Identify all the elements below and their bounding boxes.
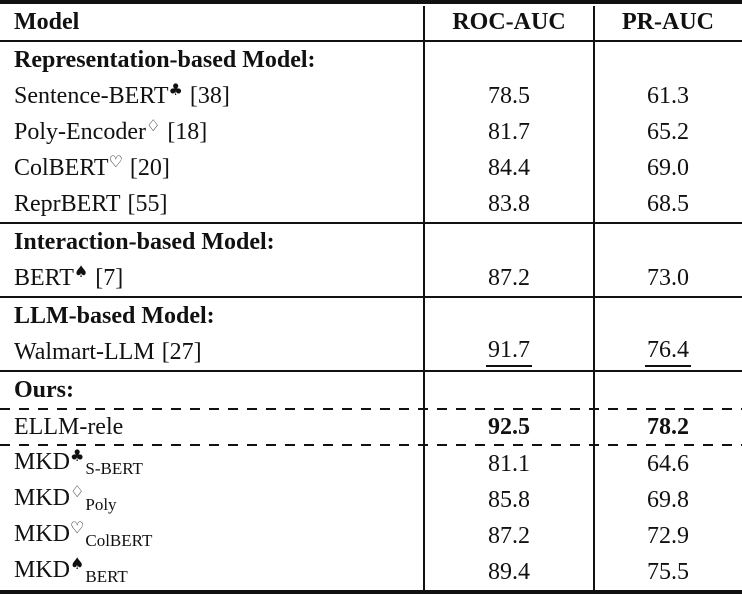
model-name: Poly-Encoder bbox=[14, 118, 146, 145]
column-divider bbox=[593, 6, 595, 591]
model-row: BERT♠ [7] 87.2 73.0 bbox=[0, 260, 742, 296]
model-subscript: BERT bbox=[85, 567, 128, 586]
model-row: Walmart-LLM [27] 91.7 76.4 bbox=[0, 334, 742, 370]
section-header-row: Representation-based Model: bbox=[0, 42, 742, 78]
model-name: ColBERT bbox=[14, 154, 109, 181]
table-top-rule bbox=[0, 0, 742, 4]
section-header-label: LLM-based Model: bbox=[14, 302, 215, 329]
pr-auc-value: 61.3 bbox=[647, 82, 689, 109]
roc-auc-value: 84.4 bbox=[488, 154, 530, 181]
column-header-model: Model bbox=[14, 8, 80, 35]
pr-auc-value: 75.5 bbox=[647, 558, 689, 585]
model-name: Sentence-BERT bbox=[14, 82, 169, 109]
model-row: MKD♡ColBERT 87.2 72.9 bbox=[0, 518, 742, 554]
table-header-row: Model ROC-AUC PR-AUC bbox=[0, 4, 742, 42]
model-citation: [27] bbox=[161, 338, 202, 365]
model-name: Walmart-LLM bbox=[14, 338, 155, 365]
model-name: MKD bbox=[14, 449, 71, 475]
column-header-roc-auc: ROC-AUC bbox=[452, 8, 566, 35]
roc-auc-value: 89.4 bbox=[488, 558, 530, 585]
model-name: ELLM-rele bbox=[14, 413, 124, 440]
pr-auc-value: 65.2 bbox=[647, 118, 689, 145]
model-name: MKD bbox=[14, 485, 71, 511]
model-citation: [20] bbox=[129, 154, 170, 181]
model-row: MKD♠BERT 89.4 75.5 bbox=[0, 554, 742, 590]
model-citation: [7] bbox=[95, 264, 124, 291]
pr-auc-value: 72.9 bbox=[647, 522, 689, 549]
roc-auc-value: 87.2 bbox=[488, 264, 530, 291]
dashed-separator bbox=[0, 408, 742, 410]
pr-auc-value: 73.0 bbox=[647, 264, 689, 291]
dashed-separator bbox=[0, 444, 742, 446]
heart-suit-icon: ♡ bbox=[108, 151, 123, 171]
roc-auc-value: 87.2 bbox=[488, 522, 530, 549]
section-header-label: Ours: bbox=[14, 376, 74, 403]
section-header-label: Interaction-based Model: bbox=[14, 228, 275, 255]
model-name: BERT bbox=[14, 264, 74, 291]
model-subscript: Poly bbox=[85, 495, 117, 514]
model-row: MKD♢Poly 85.8 69.8 bbox=[0, 482, 742, 518]
roc-auc-value: 85.8 bbox=[488, 486, 530, 513]
model-row: Sentence-BERT♣ [38] 78.5 61.3 bbox=[0, 78, 742, 114]
pr-auc-value: 68.5 bbox=[647, 190, 689, 217]
pr-auc-value: 69.8 bbox=[647, 486, 689, 513]
spade-suit-icon: ♠ bbox=[73, 261, 89, 281]
model-row: ELLM-rele 92.5 78.2 bbox=[0, 410, 742, 444]
roc-auc-value: 91.7 bbox=[486, 337, 532, 368]
section-header-row: LLM-based Model: bbox=[0, 296, 742, 334]
roc-auc-value: 92.5 bbox=[488, 413, 530, 440]
model-row: ColBERT♡ [20] 84.4 69.0 bbox=[0, 150, 742, 186]
roc-auc-value: 78.5 bbox=[488, 82, 530, 109]
model-name: MKD bbox=[14, 521, 71, 547]
model-name: ReprBERT bbox=[14, 190, 121, 217]
pr-auc-value: 76.4 bbox=[645, 337, 691, 368]
spade-suit-icon: ♠ bbox=[70, 554, 85, 573]
column-divider bbox=[423, 6, 425, 591]
model-row: ReprBERT [55] 83.8 68.5 bbox=[0, 186, 742, 222]
model-citation: [38] bbox=[189, 82, 230, 109]
model-subscript: S-BERT bbox=[85, 459, 143, 478]
column-header-pr-auc: PR-AUC bbox=[622, 8, 714, 35]
model-name: MKD bbox=[14, 557, 71, 583]
club-suit-icon: ♣ bbox=[70, 446, 85, 465]
section-header-row: Ours: bbox=[0, 370, 742, 408]
club-suit-icon: ♣ bbox=[168, 79, 183, 99]
model-subscript: ColBERT bbox=[85, 531, 153, 550]
pr-auc-value: 64.6 bbox=[647, 450, 689, 477]
diamond-suit-icon: ♢ bbox=[145, 115, 161, 135]
roc-auc-value: 83.8 bbox=[488, 190, 530, 217]
heart-suit-icon: ♡ bbox=[70, 518, 85, 537]
section-header-row: Interaction-based Model: bbox=[0, 222, 742, 260]
section-header-label: Representation-based Model: bbox=[14, 46, 316, 73]
roc-auc-value: 81.1 bbox=[488, 450, 530, 477]
pr-auc-value: 69.0 bbox=[647, 154, 689, 181]
pr-auc-value: 78.2 bbox=[647, 413, 689, 440]
model-citation: [18] bbox=[167, 118, 208, 145]
model-row: MKD♣S-BERT 81.1 64.6 bbox=[0, 446, 742, 482]
table-bottom-rule bbox=[0, 590, 742, 594]
diamond-suit-icon: ♢ bbox=[70, 482, 85, 501]
model-row: Poly-Encoder♢ [18] 81.7 65.2 bbox=[0, 114, 742, 150]
model-citation: [55] bbox=[127, 190, 168, 217]
roc-auc-value: 81.7 bbox=[488, 118, 530, 145]
